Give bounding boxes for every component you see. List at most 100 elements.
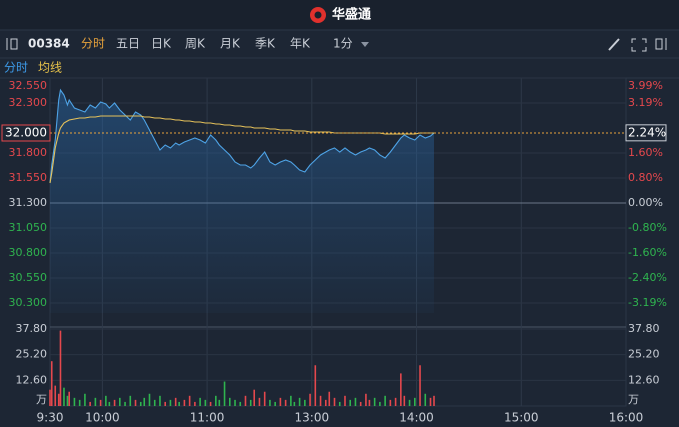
volume-bar [333,397,336,406]
volume-bar [164,401,166,406]
legend-entry[interactable]: 分时 [4,61,28,75]
volume-bar [424,393,427,406]
volume-bar [400,373,402,406]
y2-tick-label: -3.19% [628,296,667,309]
y-tick-label: 12.60 [16,373,48,386]
title-bar [0,0,679,30]
y-tick-label: 30.300 [9,296,48,309]
tab[interactable]: 周K [185,37,206,51]
volume-bar [414,397,416,406]
last-price-tag [1,124,51,142]
volume-bar [223,381,226,406]
volume-bar [338,401,341,406]
y2-tick-label: -1.60% [628,246,667,259]
volume-bar [178,401,180,406]
y-tick-label: 32.550 [9,79,48,92]
volume-bar [269,399,271,406]
legend-entry[interactable]: 均线 [38,61,62,75]
logo [310,7,326,23]
volume-bar [113,399,116,406]
volume-bar [188,395,191,406]
volume-bar [228,397,231,406]
y2-tick-label: -0.80% [628,221,667,234]
price-line [49,88,435,184]
volume-bar [328,391,331,406]
volume-bar [293,401,296,406]
volume-bar [199,397,201,406]
y2-tick-label: -2.40% [628,271,667,284]
volume-bar [403,395,406,406]
volume-bar [274,401,276,406]
volume-bar [68,391,70,406]
volume-bar [129,395,132,406]
volume-bar [183,399,186,406]
volume-bar [365,393,367,406]
volume-bar [66,395,69,406]
y-tick-label: 30.800 [9,246,48,259]
volume-bar [105,395,107,406]
x-tick-label: 11:00 [190,411,225,425]
y2-tick-label: 25.20 [628,348,660,361]
draw-icon[interactable] [608,38,620,51]
volume-bar [419,365,421,406]
volume-bar [304,399,306,406]
volume-bar [314,365,317,406]
tab[interactable]: 分时 [81,37,105,51]
unit-label: 万 [628,393,639,406]
y2-tick-label: 37.80 [628,322,660,335]
volume-bar [194,401,196,406]
volume-bar [57,393,60,406]
y-tick-label: 31.050 [9,221,48,234]
dropdown-arrow[interactable] [361,42,369,47]
volume-bar [394,397,397,406]
volume-bar [258,397,261,406]
volume-bar [139,401,142,406]
y2-tick-label: 3.19% [628,96,663,109]
tab[interactable]: 月K [220,37,241,51]
volume-bar [433,395,435,406]
volume-bar [124,401,126,406]
volume-bar [204,399,207,406]
volume-bar [429,397,432,406]
volume-bar [290,395,292,406]
volume-bar [324,399,327,406]
volume-bar [108,401,111,406]
volume-bar [344,395,346,406]
volume-bar [134,399,137,406]
back-icon[interactable] [6,38,18,50]
y-tick-label: 30.550 [9,271,48,284]
volume-bar [215,395,217,406]
volume-bar [373,397,376,406]
volume-bar [368,399,371,406]
price-area [50,90,434,313]
volume-bar [349,399,352,406]
y-tick-label: 32.300 [9,96,48,109]
collapse-icon[interactable] [655,38,667,50]
unit-label: 万 [36,393,47,406]
fullscreen-icon[interactable] [631,38,647,52]
volume-bar [84,393,86,406]
volume-bar [99,399,102,406]
volume-bar [379,401,381,406]
x-tick-label: 15:00 [504,411,539,425]
volume-bar [148,393,151,406]
volume-bar [78,399,81,406]
tab[interactable]: 年K [290,37,311,51]
volume-bar [284,399,287,406]
tab[interactable]: 季K [255,37,276,51]
volume-bar [119,397,121,406]
y-tick-label: 31.800 [9,146,48,159]
interval-select[interactable]: 1分 [333,37,353,51]
volume-bar [153,399,156,406]
app-title: 华盛通 [332,7,371,23]
y2-tick-label: 3.99% [628,79,663,92]
volume-bar [89,401,91,406]
stock-code: 00384 [28,37,70,51]
volume-bar [263,391,266,406]
tab[interactable]: 日K [151,37,172,51]
volume-bar [389,399,392,406]
x-tick-label: 10:00 [85,411,120,425]
tab[interactable]: 五日 [116,37,140,51]
volume-bar [384,395,386,406]
volume-bar [234,399,236,406]
